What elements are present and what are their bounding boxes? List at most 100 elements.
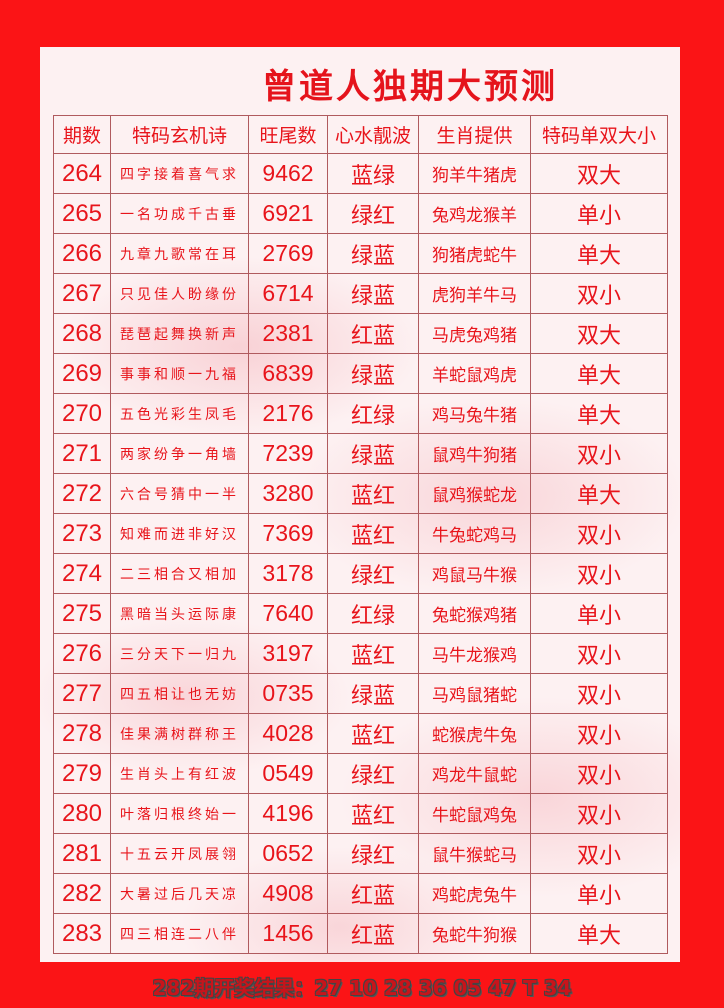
cell-poem: 琵琶起舞换新声 bbox=[110, 313, 249, 354]
cell-odd-even-size: 单大 bbox=[530, 353, 668, 394]
cell-zodiac: 牛兔蛇鸡马 bbox=[418, 513, 531, 554]
page-title: 曾道人独期大预测 bbox=[262, 67, 558, 107]
cell-tail-numbers: 7640 bbox=[248, 593, 328, 634]
cell-odd-even-size: 双小 bbox=[530, 273, 668, 314]
cell-wave-color: 绿蓝 bbox=[327, 673, 419, 714]
cell-tail-numbers: 1456 bbox=[248, 913, 328, 954]
cell-poem: 九章九歌常在耳 bbox=[110, 233, 249, 274]
cell-period: 272 bbox=[53, 473, 111, 514]
cell-tail-numbers: 4028 bbox=[248, 713, 328, 754]
cell-zodiac: 鼠牛猴蛇马 bbox=[418, 833, 531, 874]
table-row: 268 琵琶起舞换新声 2381 红蓝 马虎兔鸡猪 双大 bbox=[53, 313, 668, 354]
cell-tail-numbers: 4196 bbox=[248, 793, 328, 834]
cell-poem: 四五相让也无妨 bbox=[110, 673, 249, 714]
cell-wave-color: 绿蓝 bbox=[327, 273, 419, 314]
cell-zodiac: 马鸡鼠猪蛇 bbox=[418, 673, 531, 714]
cell-period: 274 bbox=[53, 553, 111, 594]
header-period: 期数 bbox=[53, 115, 111, 154]
cell-odd-even-size: 单大 bbox=[530, 473, 668, 514]
cell-zodiac: 鸡鼠马牛猴 bbox=[418, 553, 531, 594]
cell-wave-color: 蓝红 bbox=[327, 513, 419, 554]
cell-tail-numbers: 6921 bbox=[248, 193, 328, 234]
table-row: 267 只见佳人盼缘份 6714 绿蓝 虎狗羊牛马 双小 bbox=[53, 273, 668, 314]
cell-zodiac: 狗羊牛猪虎 bbox=[418, 153, 531, 194]
cell-period: 267 bbox=[53, 273, 111, 314]
cell-poem: 五色光彩生凤毛 bbox=[110, 393, 249, 434]
prediction-panel: 曾道人独期大预测 期数 特码玄机诗 旺尾数 心水靓波 生肖提供 特码单双大小 2… bbox=[40, 47, 680, 962]
cell-wave-color: 蓝红 bbox=[327, 633, 419, 674]
cell-zodiac: 兔蛇牛狗猴 bbox=[418, 913, 531, 954]
cell-wave-color: 红蓝 bbox=[327, 313, 419, 354]
cell-poem: 只见佳人盼缘份 bbox=[110, 273, 249, 314]
cell-odd-even-size: 单小 bbox=[530, 873, 668, 914]
table-row: 272 六合号猜中一半 3280 蓝红 鼠鸡猴蛇龙 单大 bbox=[53, 473, 668, 514]
cell-poem: 一名功成千古垂 bbox=[110, 193, 249, 234]
cell-wave-color: 蓝红 bbox=[327, 713, 419, 754]
cell-odd-even-size: 双小 bbox=[530, 753, 668, 794]
cell-zodiac: 马虎兔鸡猪 bbox=[418, 313, 531, 354]
cell-zodiac: 鸡马兔牛猪 bbox=[418, 393, 531, 434]
cell-tail-numbers: 0652 bbox=[248, 833, 328, 874]
cell-tail-numbers: 3280 bbox=[248, 473, 328, 514]
cell-poem: 知难而进非好汉 bbox=[110, 513, 249, 554]
cell-poem: 二三相合又相加 bbox=[110, 553, 249, 594]
table-row: 266 九章九歌常在耳 2769 绿蓝 狗猪虎蛇牛 单大 bbox=[53, 233, 668, 274]
cell-period: 265 bbox=[53, 193, 111, 234]
cell-period: 266 bbox=[53, 233, 111, 274]
cell-poem: 佳果满树群称王 bbox=[110, 713, 249, 754]
header-wave: 心水靓波 bbox=[327, 115, 419, 154]
cell-poem: 叶落归根终始一 bbox=[110, 793, 249, 834]
cell-period: 279 bbox=[53, 753, 111, 794]
table-row: 269 事事和顺一九福 6839 绿蓝 羊蛇鼠鸡虎 单大 bbox=[53, 353, 668, 394]
cell-period: 264 bbox=[53, 153, 111, 194]
cell-poem: 四字接着喜气求 bbox=[110, 153, 249, 194]
cell-period: 283 bbox=[53, 913, 111, 954]
cell-zodiac: 虎狗羊牛马 bbox=[418, 273, 531, 314]
cell-tail-numbers: 4908 bbox=[248, 873, 328, 914]
cell-wave-color: 蓝红 bbox=[327, 793, 419, 834]
cell-wave-color: 绿蓝 bbox=[327, 353, 419, 394]
cell-period: 282 bbox=[53, 873, 111, 914]
cell-poem: 四三相连二八伴 bbox=[110, 913, 249, 954]
cell-period: 276 bbox=[53, 633, 111, 674]
cell-period: 275 bbox=[53, 593, 111, 634]
cell-tail-numbers: 0735 bbox=[248, 673, 328, 714]
table-row: 277 四五相让也无妨 0735 绿蓝 马鸡鼠猪蛇 双小 bbox=[53, 673, 668, 714]
cell-odd-even-size: 单小 bbox=[530, 193, 668, 234]
cell-zodiac: 兔鸡龙猴羊 bbox=[418, 193, 531, 234]
cell-tail-numbers: 9462 bbox=[248, 153, 328, 194]
cell-odd-even-size: 双小 bbox=[530, 713, 668, 754]
cell-tail-numbers: 7369 bbox=[248, 513, 328, 554]
cell-wave-color: 蓝红 bbox=[327, 473, 419, 514]
table-row: 280 叶落归根终始一 4196 蓝红 牛蛇鼠鸡兔 双小 bbox=[53, 793, 668, 834]
cell-period: 268 bbox=[53, 313, 111, 354]
cell-poem: 六合号猜中一半 bbox=[110, 473, 249, 514]
cell-tail-numbers: 2381 bbox=[248, 313, 328, 354]
cell-odd-even-size: 双小 bbox=[530, 793, 668, 834]
table-row: 281 十五云开凤展翎 0652 绿红 鼠牛猴蛇马 双小 bbox=[53, 833, 668, 874]
cell-poem: 三分天下一归九 bbox=[110, 633, 249, 674]
cell-wave-color: 绿红 bbox=[327, 833, 419, 874]
cell-tail-numbers: 3178 bbox=[248, 553, 328, 594]
cell-wave-color: 红蓝 bbox=[327, 913, 419, 954]
table-row: 264 四字接着喜气求 9462 蓝绿 狗羊牛猪虎 双大 bbox=[53, 153, 668, 194]
cell-odd-even-size: 双大 bbox=[530, 153, 668, 194]
table-row: 276 三分天下一归九 3197 蓝红 马牛龙猴鸡 双小 bbox=[53, 633, 668, 674]
cell-period: 273 bbox=[53, 513, 111, 554]
cell-zodiac: 兔蛇猴鸡猪 bbox=[418, 593, 531, 634]
cell-tail-numbers: 2176 bbox=[248, 393, 328, 434]
cell-tail-numbers: 3197 bbox=[248, 633, 328, 674]
table-row: 279 生肖头上有红波 0549 绿红 鸡龙牛鼠蛇 双小 bbox=[53, 753, 668, 794]
cell-poem: 两家纷争一角墙 bbox=[110, 433, 249, 474]
cell-odd-even-size: 单大 bbox=[530, 393, 668, 434]
cell-zodiac: 蛇猴虎牛兔 bbox=[418, 713, 531, 754]
table-header-row: 期数 特码玄机诗 旺尾数 心水靓波 生肖提供 特码单双大小 bbox=[53, 115, 668, 154]
cell-tail-numbers: 6714 bbox=[248, 273, 328, 314]
header-tail: 旺尾数 bbox=[248, 115, 328, 154]
table-row: 270 五色光彩生凤毛 2176 红绿 鸡马兔牛猪 单大 bbox=[53, 393, 668, 434]
prediction-table: 期数 特码玄机诗 旺尾数 心水靓波 生肖提供 特码单双大小 264 四字接着喜气求… bbox=[53, 115, 668, 954]
cell-odd-even-size: 单小 bbox=[530, 593, 668, 634]
draw-result: 282期开奖结果：27 10 28 36 05 47 T 34 bbox=[152, 976, 572, 1000]
cell-zodiac: 鼠鸡牛狗猪 bbox=[418, 433, 531, 474]
cell-wave-color: 绿蓝 bbox=[327, 233, 419, 274]
